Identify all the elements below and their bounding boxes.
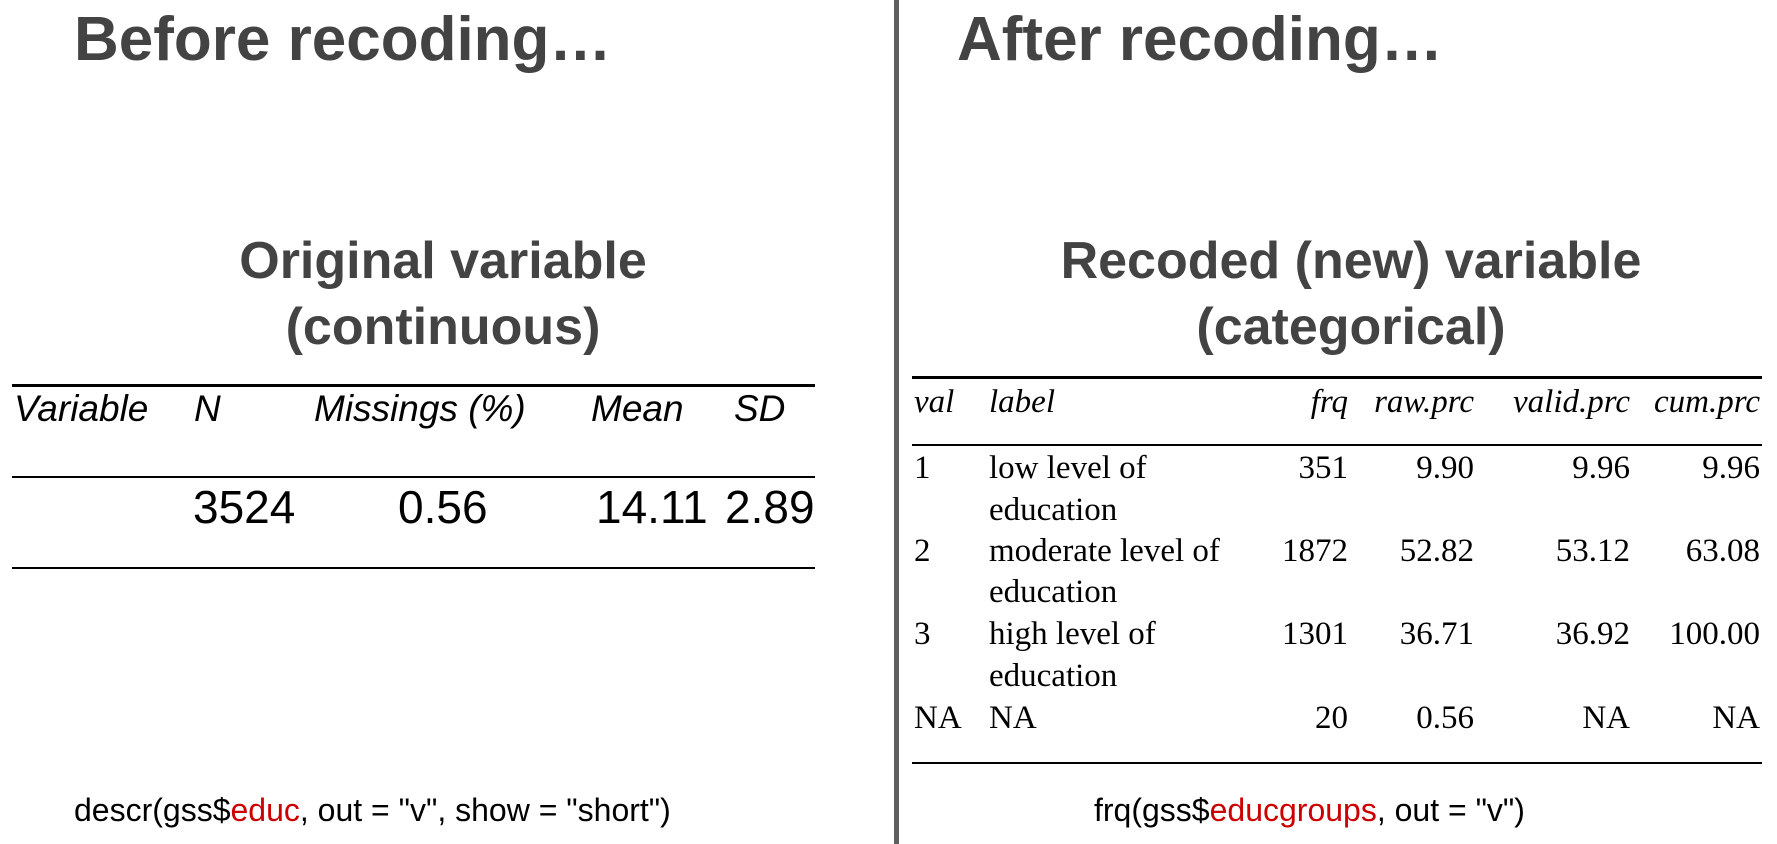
- row-cum-prc: NA: [1712, 700, 1760, 736]
- freq-header-cum-prc: cum.prc: [1654, 384, 1760, 420]
- row-label-cont: education: [989, 492, 1118, 528]
- row-raw-prc: 0.56: [1416, 700, 1474, 736]
- left-heading: Before recoding…: [74, 5, 612, 74]
- vertical-divider: [894, 0, 899, 844]
- row-frq: 351: [1298, 450, 1349, 486]
- freq-rule-bottom: [912, 762, 1762, 764]
- table-rule-mid: [12, 476, 815, 478]
- row-valid-prc: 9.96: [1572, 450, 1630, 486]
- row-val: 1: [914, 450, 931, 486]
- code-prefix: frq(gss$: [1094, 792, 1210, 828]
- cell-missings: 0.56: [398, 481, 488, 533]
- freq-header-label: label: [989, 384, 1055, 420]
- freq-header-frq: frq: [1310, 384, 1348, 420]
- right-subtitle-line1: Recoded (new) variable: [1060, 232, 1642, 290]
- table-rule-bottom: [12, 567, 815, 569]
- col-header-n: N: [194, 388, 221, 429]
- row-cum-prc: 9.96: [1702, 450, 1760, 486]
- freq-rule-top: [912, 376, 1762, 379]
- code-suffix: , out = "v", show = "short"): [299, 792, 671, 828]
- row-valid-prc: NA: [1582, 700, 1630, 736]
- cell-sd: 2.89: [725, 481, 815, 533]
- row-raw-prc: 52.82: [1399, 533, 1474, 569]
- row-raw-prc: 36.71: [1399, 616, 1474, 652]
- left-subtitle-line1: Original variable: [239, 232, 647, 290]
- row-frq: 20: [1315, 700, 1348, 736]
- left-subtitle: Original variable (continuous): [10, 228, 876, 360]
- row-raw-prc: 9.90: [1416, 450, 1474, 486]
- row-label-cont: education: [989, 658, 1118, 694]
- col-header-mean: Mean: [591, 388, 684, 429]
- row-label: high level of: [989, 616, 1156, 652]
- table-rule-top: [12, 384, 815, 387]
- code-suffix: , out = "v"): [1376, 792, 1525, 828]
- col-header-variable: Variable: [14, 388, 149, 429]
- freq-header-raw-prc: raw.prc: [1374, 384, 1474, 420]
- right-heading: After recoding…: [957, 5, 1443, 74]
- col-header-missings: Missings (%): [314, 388, 526, 429]
- row-label: moderate level of: [989, 533, 1220, 569]
- row-val: 3: [914, 616, 931, 652]
- row-cum-prc: 100.00: [1669, 616, 1760, 652]
- row-val: 2: [914, 533, 931, 569]
- right-subtitle: Recoded (new) variable (categorical): [912, 228, 1777, 360]
- row-frq: 1872: [1282, 533, 1348, 569]
- code-variable: educ: [230, 792, 300, 828]
- right-subtitle-line2: (categorical): [1196, 298, 1506, 356]
- row-val: NA: [914, 700, 962, 736]
- freq-header-val: val: [914, 384, 955, 420]
- left-subtitle-line2: (continuous): [285, 298, 601, 356]
- row-label-cont: education: [989, 574, 1118, 610]
- frq-code-line: frq(gss$educgroups, out = "v"): [1094, 790, 1525, 830]
- row-valid-prc: 36.92: [1555, 616, 1630, 652]
- cell-mean: 14.11: [596, 481, 708, 533]
- row-frq: 1301: [1282, 616, 1348, 652]
- code-variable: educgroups: [1209, 792, 1377, 828]
- row-label: low level of: [989, 450, 1147, 486]
- row-cum-prc: 63.08: [1685, 533, 1760, 569]
- col-header-sd: SD: [734, 388, 786, 429]
- freq-rule-mid: [912, 444, 1762, 446]
- cell-n: 3524: [193, 481, 296, 533]
- descr-code-line: descr(gss$educ, out = "v", show = "short…: [74, 790, 671, 830]
- freq-header-valid-prc: valid.prc: [1513, 384, 1630, 420]
- code-prefix: descr(gss$: [74, 792, 231, 828]
- row-valid-prc: 53.12: [1555, 533, 1630, 569]
- row-label: NA: [989, 700, 1037, 736]
